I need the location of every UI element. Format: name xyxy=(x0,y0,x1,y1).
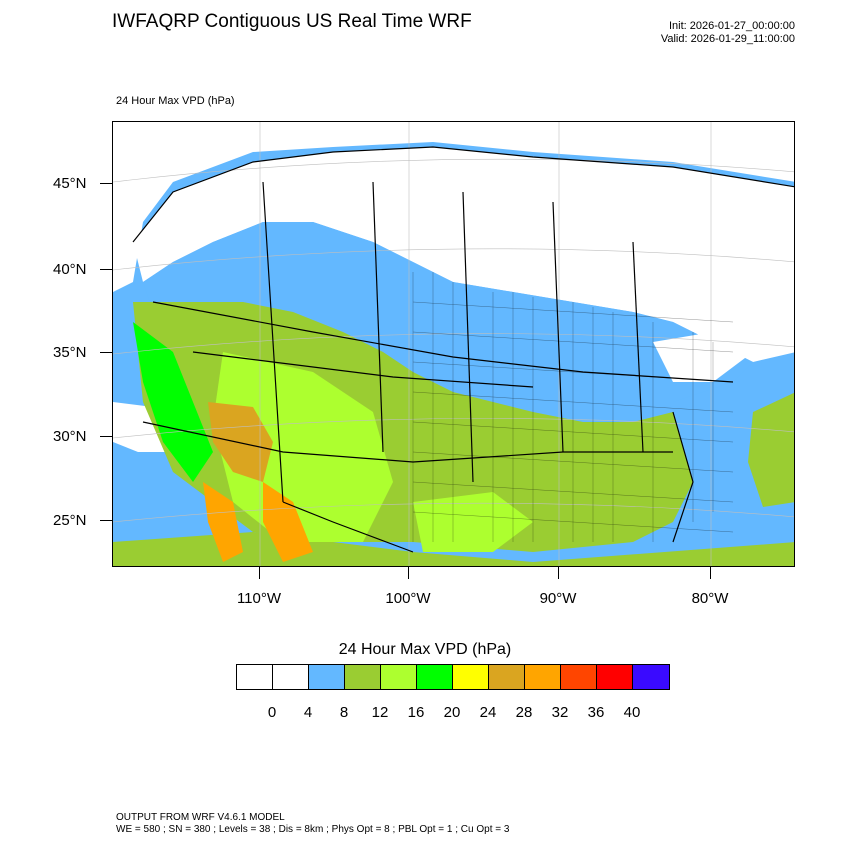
lat-label-30: 30°N xyxy=(53,428,87,445)
lon-tick-110 xyxy=(259,567,260,579)
lat-label-25: 25°N xyxy=(53,512,87,529)
lat-tick-45 xyxy=(100,183,112,184)
lat-tick-30 xyxy=(100,436,112,437)
lon-tick-80 xyxy=(710,567,711,579)
legend-tick-label: 24 xyxy=(479,704,497,721)
lon-label-110: 110°W xyxy=(236,590,282,607)
land-orange-mexico xyxy=(263,482,313,562)
model-footer: OUTPUT FROM WRF V4.6.1 MODEL WE = 580 ; … xyxy=(116,812,509,836)
legend-swatch xyxy=(417,665,453,689)
land-green-california xyxy=(133,322,213,482)
legend-tick-label: 20 xyxy=(443,704,461,721)
legend-swatch xyxy=(561,665,597,689)
legend-tick-label: 28 xyxy=(515,704,533,721)
legend-swatch xyxy=(453,665,489,689)
valid-time: Valid: 2026-01-29_11:00:00 xyxy=(660,33,795,45)
legend-tick-label: 8 xyxy=(339,704,349,721)
lat-tick-40 xyxy=(100,269,112,270)
land-yellowgreen-texas xyxy=(413,492,533,552)
land-white-ohio xyxy=(653,332,753,382)
legend-tick-label: 16 xyxy=(407,704,425,721)
legend-tick-label: 0 xyxy=(267,704,277,721)
county-borders xyxy=(412,272,734,542)
legend-tick-label: 40 xyxy=(623,704,641,721)
legend-tick-label: 4 xyxy=(303,704,313,721)
atlantic-green xyxy=(748,392,794,507)
land-blue-band xyxy=(143,222,753,422)
color-legend xyxy=(236,664,670,690)
vpd-map-graphic xyxy=(113,122,794,566)
legend-title: 24 Hour Max VPD (hPa) xyxy=(338,641,512,658)
lat-tick-35 xyxy=(100,352,112,353)
run-times: Init: 2026-01-27_00:00:00 Valid: 2026-01… xyxy=(661,20,795,46)
field-label: 24 Hour Max VPD (hPa) xyxy=(116,95,235,107)
footer-model-line: OUTPUT FROM WRF V4.6.1 MODEL xyxy=(116,812,285,823)
legend-swatch xyxy=(597,665,633,689)
legend-tick-label: 32 xyxy=(551,704,569,721)
map-panel xyxy=(112,121,795,567)
legend-tick-label: 36 xyxy=(587,704,605,721)
land-yellowgreen-sw xyxy=(213,352,393,542)
legend-swatch xyxy=(309,665,345,689)
graticule xyxy=(113,122,794,566)
lon-label-80: 80°W xyxy=(691,590,729,607)
legend-swatch xyxy=(381,665,417,689)
legend-swatch xyxy=(525,665,561,689)
legend-swatch xyxy=(345,665,381,689)
lon-tick-90 xyxy=(558,567,559,579)
land-goldenrod-arizona xyxy=(208,402,273,482)
lon-label-90: 90°W xyxy=(539,590,577,607)
lat-label-40: 40°N xyxy=(53,261,87,278)
legend-swatch xyxy=(273,665,309,689)
lat-label-45: 45°N xyxy=(53,175,87,192)
footer-config-line: WE = 580 ; SN = 380 ; Levels = 38 ; Dis … xyxy=(116,824,510,835)
lon-tick-100 xyxy=(408,567,409,579)
land-orange-baja xyxy=(203,482,243,562)
north-white-region xyxy=(113,122,794,292)
legend-tick-label: 12 xyxy=(371,704,389,721)
legend-swatch xyxy=(237,665,273,689)
legend-swatch xyxy=(633,665,669,689)
lat-label-35: 35°N xyxy=(53,344,87,361)
land-white-north xyxy=(133,147,794,362)
lat-tick-25 xyxy=(100,520,112,521)
lon-label-100: 100°W xyxy=(385,590,431,607)
init-time: Init: 2026-01-27_00:00:00 xyxy=(669,20,795,32)
map-title: IWFAQRP Contiguous US Real Time WRF xyxy=(112,11,472,32)
legend-swatch xyxy=(489,665,525,689)
